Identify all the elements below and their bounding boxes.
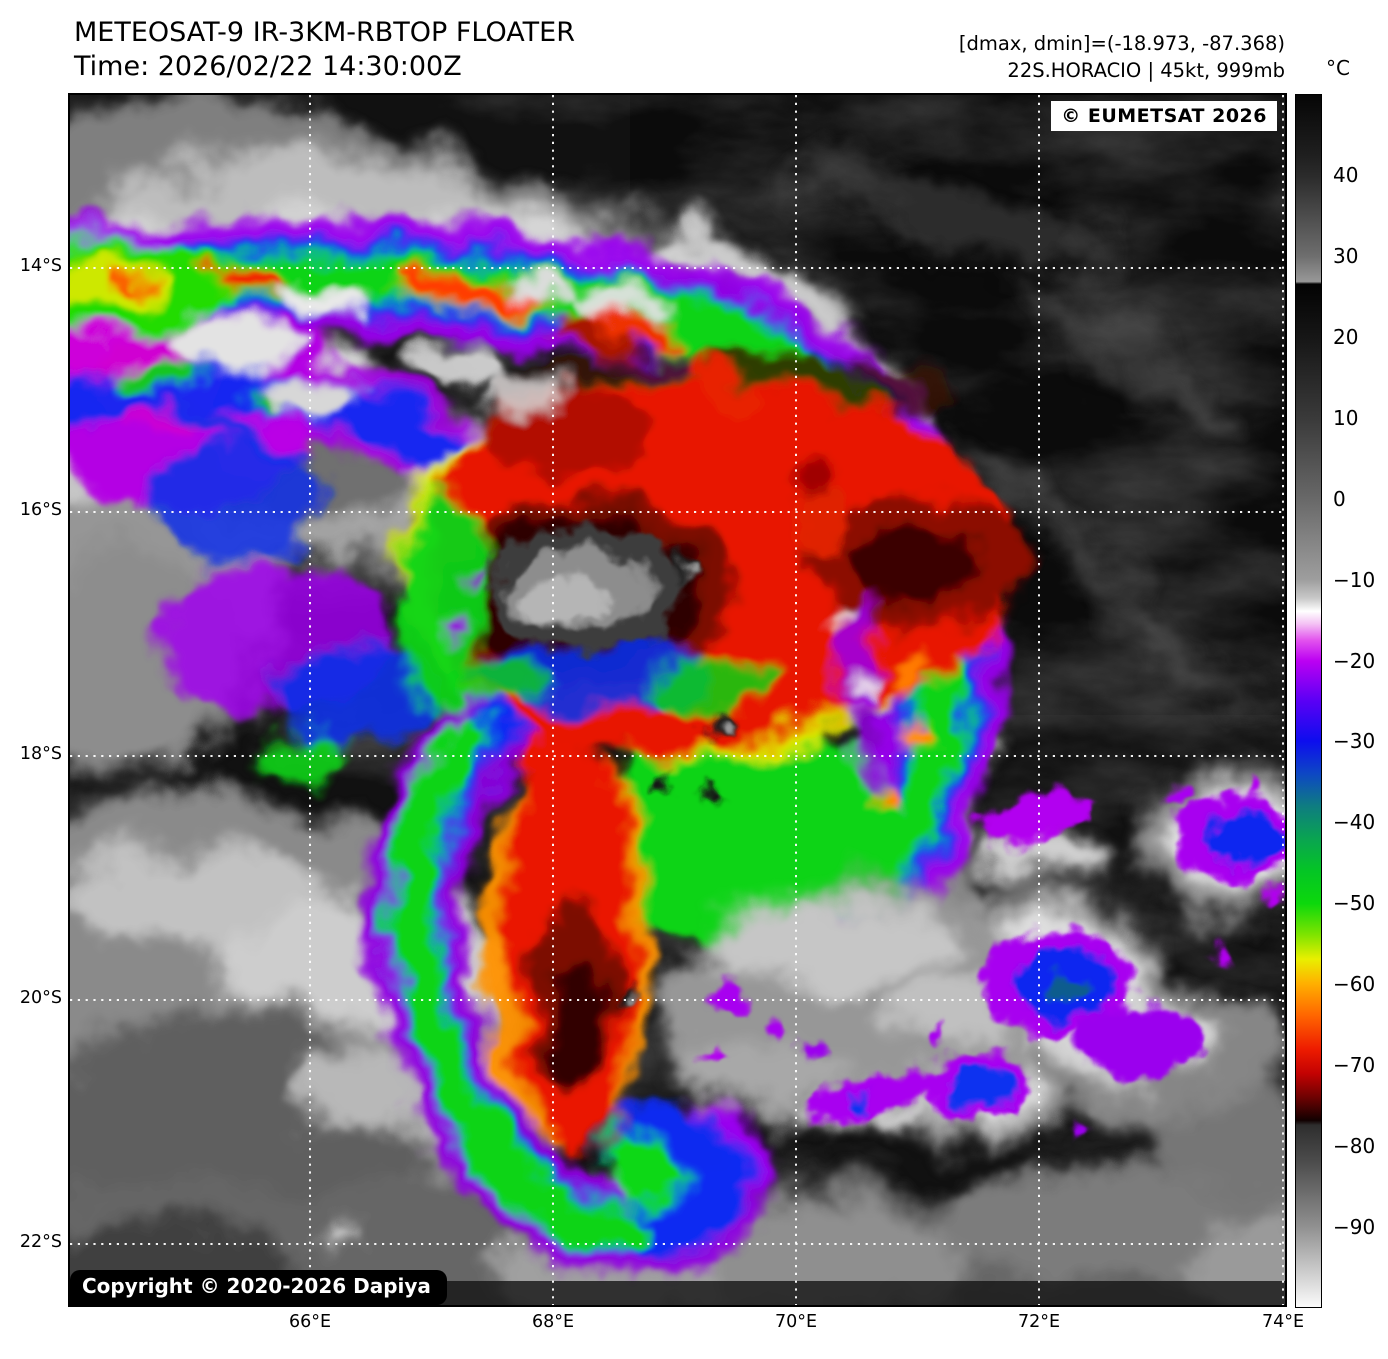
lon-tick-label: 72°E: [1017, 1312, 1061, 1332]
colorbar-tick-label: −50: [1333, 891, 1376, 916]
colorbar-tick-label: −40: [1333, 810, 1376, 835]
lat-tick-label: 14°S: [19, 256, 62, 276]
colorbar: [1295, 94, 1322, 1308]
lat-tick-label: 22°S: [19, 1232, 62, 1252]
storm-readout: 22S.HORACIO | 45kt, 999mb: [1007, 59, 1285, 82]
lat-tick-label: 18°S: [19, 744, 62, 764]
colorbar-tick-label: 40: [1333, 162, 1359, 187]
provider-badge: © EUMETSAT 2026: [1051, 101, 1277, 131]
colorbar-tick-label: −10: [1333, 567, 1376, 592]
colorbar-tick-label: −30: [1333, 729, 1376, 754]
colorbar-tick-label: 30: [1333, 243, 1359, 268]
lon-tick-label: 70°E: [774, 1312, 818, 1332]
gray-notch-art: [656, 890, 1048, 1111]
product-time: Time: 2026/02/22 14:30:00Z: [74, 51, 462, 82]
range-readout: [dmax, dmin]=(-18.973, -87.368): [958, 32, 1285, 55]
colorbar-tick-label: 0: [1333, 486, 1346, 511]
info-block: [dmax, dmin]=(-18.973, -87.368) 22S.HORA…: [959, 30, 1285, 84]
colorbar-tick-label: 20: [1333, 324, 1359, 349]
colorbar-tick-label: 10: [1333, 405, 1359, 430]
colorbar-unit: °C: [1326, 56, 1350, 80]
lon-tick-label: 68°E: [531, 1312, 575, 1332]
lon-tick-label: 74°E: [1261, 1312, 1305, 1332]
lat-tick-label: 16°S: [19, 500, 62, 520]
lon-tick-label: 66°E: [288, 1312, 332, 1332]
colorbar-tick-label: −60: [1333, 972, 1376, 997]
cold-blob-art: [704, 777, 1285, 1147]
product-title: METEOSAT-9 IR-3KM-RBTOP FLOATER: [74, 17, 575, 48]
title-block: METEOSAT-9 IR-3KM-RBTOP FLOATER Time: 20…: [74, 16, 575, 84]
grid-lines: [70, 95, 1285, 1305]
colorbar-tick-label: −80: [1333, 1134, 1376, 1159]
storm-eye-art: [491, 529, 738, 1010]
colorbar-tick-label: −70: [1333, 1053, 1376, 1078]
satellite-map: © EUMETSAT 2026 Copyright © 2020-2026 Da…: [68, 93, 1287, 1307]
lat-tick-label: 20°S: [19, 988, 62, 1008]
colorbar-tick-label: −20: [1333, 648, 1376, 673]
copyright-badge: Copyright © 2020-2026 Dapiya: [70, 1270, 447, 1305]
colorbar-tick-label: −90: [1333, 1215, 1376, 1240]
satellite-image: [70, 95, 1285, 1305]
